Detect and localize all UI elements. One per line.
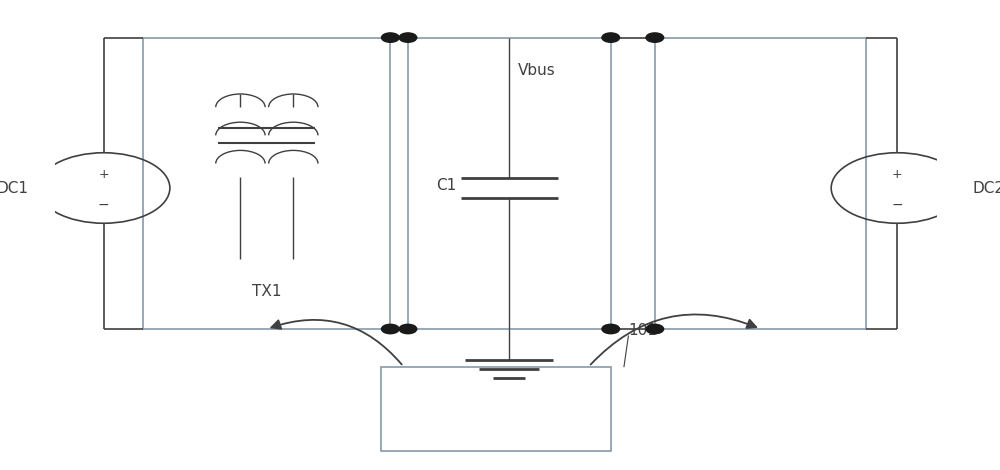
Circle shape [399, 324, 417, 334]
Circle shape [381, 33, 399, 42]
FancyArrowPatch shape [591, 314, 756, 365]
Circle shape [602, 324, 620, 334]
Text: TX1: TX1 [252, 284, 282, 299]
Circle shape [381, 324, 399, 334]
Text: 101: 101 [628, 323, 657, 338]
Text: DC1: DC1 [0, 180, 29, 196]
Bar [143, 38, 390, 329]
Bar [381, 367, 611, 451]
Circle shape [399, 33, 417, 42]
Circle shape [646, 33, 664, 42]
FancyArrowPatch shape [271, 320, 402, 364]
Bar [655, 38, 866, 329]
Text: −: − [98, 198, 110, 212]
Text: DC2: DC2 [972, 180, 1000, 196]
Text: C1: C1 [436, 178, 456, 193]
Bar [408, 38, 611, 329]
Circle shape [602, 33, 620, 42]
Text: −: − [892, 198, 903, 212]
Text: Vbus: Vbus [518, 63, 556, 78]
Text: +: + [892, 168, 903, 181]
Circle shape [646, 324, 664, 334]
Text: +: + [98, 168, 109, 181]
